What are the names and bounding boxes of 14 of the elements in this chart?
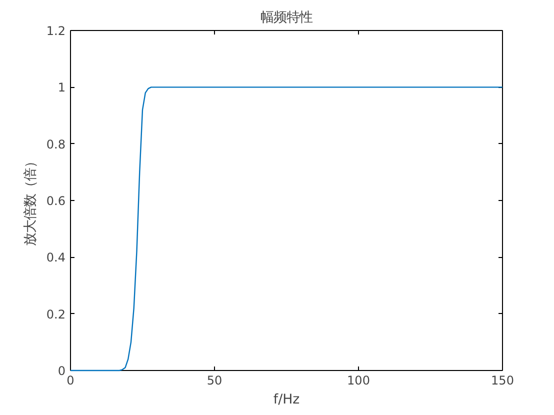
chart-title: 幅频特性 (260, 10, 312, 26)
y-tick-label: 0 (58, 364, 66, 378)
y-tick-label: 0.2 (46, 307, 66, 322)
y-axis-title: 放大倍数（倍） (23, 155, 38, 246)
x-tick-label: 0 (66, 374, 74, 388)
y-tick-label: 0.8 (46, 137, 66, 152)
y-tick-label: 1 (58, 80, 66, 95)
y-tick-label: 0.4 (46, 250, 66, 265)
y-tick-label: 1.2 (46, 24, 66, 38)
x-tick-label: 100 (347, 374, 370, 388)
x-axis-title: f/Hz (273, 392, 300, 408)
x-tick-label: 150 (491, 374, 514, 388)
x-tick-label: 50 (206, 374, 222, 388)
y-tick-label: 0.6 (46, 194, 66, 208)
